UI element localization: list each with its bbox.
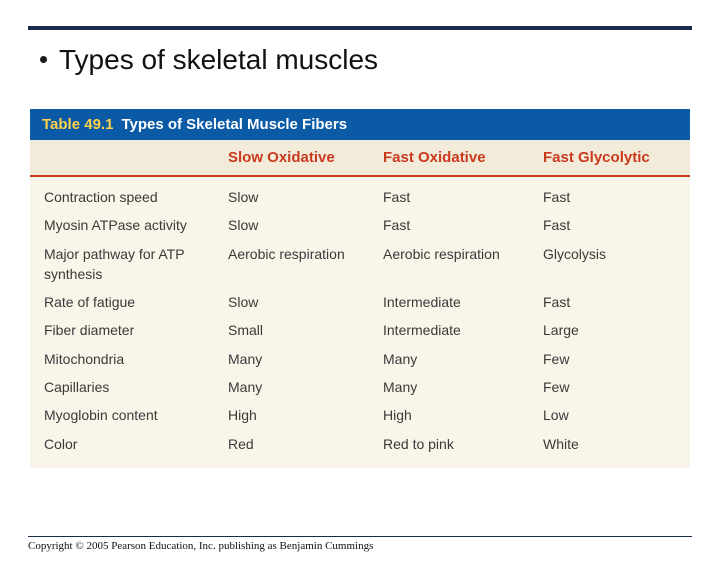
table-cell: Many (220, 347, 375, 371)
row-label: Major pathway for ATP synthesis (30, 242, 220, 287)
row-label: Fiber diameter (30, 318, 220, 342)
bullet-item: Types of skeletal muscles (28, 30, 692, 77)
table-cell: High (220, 403, 375, 427)
table-cell: Red to pink (375, 432, 535, 456)
table-cell: Few (535, 375, 690, 399)
table-row: Myoglobin contentHighHighLow (30, 401, 690, 429)
table-cell: Intermediate (375, 290, 535, 314)
row-label: Contraction speed (30, 185, 220, 209)
copyright-text: Copyright © 2005 Pearson Education, Inc.… (28, 540, 692, 552)
table-header-cell (30, 146, 220, 169)
table-cell: Aerobic respiration (220, 242, 375, 287)
table-cell: Few (535, 347, 690, 371)
footer-rule (28, 536, 692, 537)
table-cell: High (375, 403, 535, 427)
table-cell: Many (375, 375, 535, 399)
table-cell: Low (535, 403, 690, 427)
table-cell: Small (220, 318, 375, 342)
table-cell: Intermediate (375, 318, 535, 342)
table-row: CapillariesManyManyFew (30, 373, 690, 401)
table-cell: Slow (220, 213, 375, 237)
table-cell: Many (220, 375, 375, 399)
slide-footer: Copyright © 2005 Pearson Education, Inc.… (28, 536, 692, 552)
bullet-dot-icon (40, 56, 47, 63)
table-cell: Slow (220, 185, 375, 209)
table-cell: Fast (535, 185, 690, 209)
table-row: MitochondriaManyManyFew (30, 345, 690, 373)
table-header-cell: Fast Oxidative (375, 146, 535, 169)
table-title-bar: Table 49.1 Types of Skeletal Muscle Fibe… (30, 109, 690, 140)
table-number: Table 49.1 (42, 116, 113, 133)
row-label: Myoglobin content (30, 403, 220, 427)
table-cell: White (535, 432, 690, 456)
table-cell: Slow (220, 290, 375, 314)
row-label: Rate of fatigue (30, 290, 220, 314)
table-header-row: Slow Oxidative Fast Oxidative Fast Glyco… (30, 140, 690, 177)
table-cell: Many (375, 347, 535, 371)
bullet-text: Types of skeletal muscles (59, 42, 378, 77)
table-cell: Aerobic respiration (375, 242, 535, 287)
row-label: Color (30, 432, 220, 456)
table-body: Contraction speedSlowFastFastMyosin ATPa… (30, 177, 690, 468)
table-row: ColorRedRed to pinkWhite (30, 430, 690, 458)
slide: Types of skeletal muscles Table 49.1 Typ… (0, 26, 720, 566)
table-cell: Fast (535, 213, 690, 237)
table-row: Myosin ATPase activitySlowFastFast (30, 211, 690, 239)
table-cell: Fast (375, 213, 535, 237)
row-label: Mitochondria (30, 347, 220, 371)
table-cell: Fast (535, 290, 690, 314)
table-header-cell: Slow Oxidative (220, 146, 375, 169)
table-row: Contraction speedSlowFastFast (30, 183, 690, 211)
table-cell: Large (535, 318, 690, 342)
muscle-fiber-table: Table 49.1 Types of Skeletal Muscle Fibe… (30, 109, 690, 468)
table-header-cell: Fast Glycolytic (535, 146, 690, 169)
table-row: Rate of fatigueSlowIntermediateFast (30, 288, 690, 316)
table-cell: Fast (375, 185, 535, 209)
table-cell: Red (220, 432, 375, 456)
table-cell: Glycolysis (535, 242, 690, 287)
table-title: Types of Skeletal Muscle Fibers (121, 116, 347, 133)
row-label: Myosin ATPase activity (30, 213, 220, 237)
row-label: Capillaries (30, 375, 220, 399)
table-row: Major pathway for ATP synthesisAerobic r… (30, 240, 690, 289)
table-row: Fiber diameterSmallIntermediateLarge (30, 316, 690, 344)
